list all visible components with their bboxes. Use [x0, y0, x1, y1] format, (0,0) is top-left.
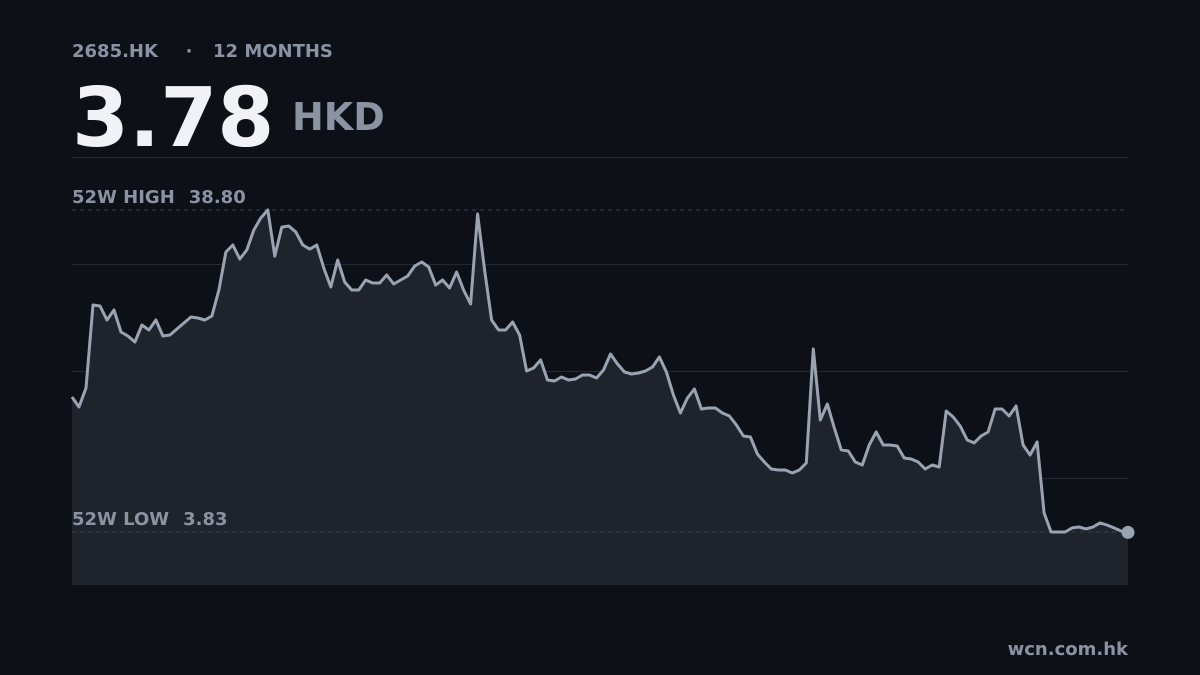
- source: wcn.com.hk: [1008, 639, 1129, 660]
- plot: 52W HIGH 38.80 52W LOW 3.83: [70, 187, 1135, 585]
- reference-value: 38.80: [189, 187, 246, 208]
- reference-label: 52W HIGH 38.80: [72, 187, 246, 208]
- period: 12 MONTHS: [213, 41, 333, 62]
- separator: ·: [186, 41, 193, 62]
- area: [72, 210, 1128, 585]
- reference-name: 52W LOW: [72, 509, 169, 530]
- currency: HKD: [292, 95, 385, 139]
- last-point: [1121, 525, 1135, 539]
- price: 3.78: [72, 71, 274, 166]
- reference-value: 3.83: [183, 509, 227, 530]
- reference-name: 52W HIGH: [72, 187, 175, 208]
- reference-label: 52W LOW 3.83: [72, 509, 228, 530]
- symbol: 2685.HK: [72, 41, 159, 62]
- price-line: [70, 208, 1129, 534]
